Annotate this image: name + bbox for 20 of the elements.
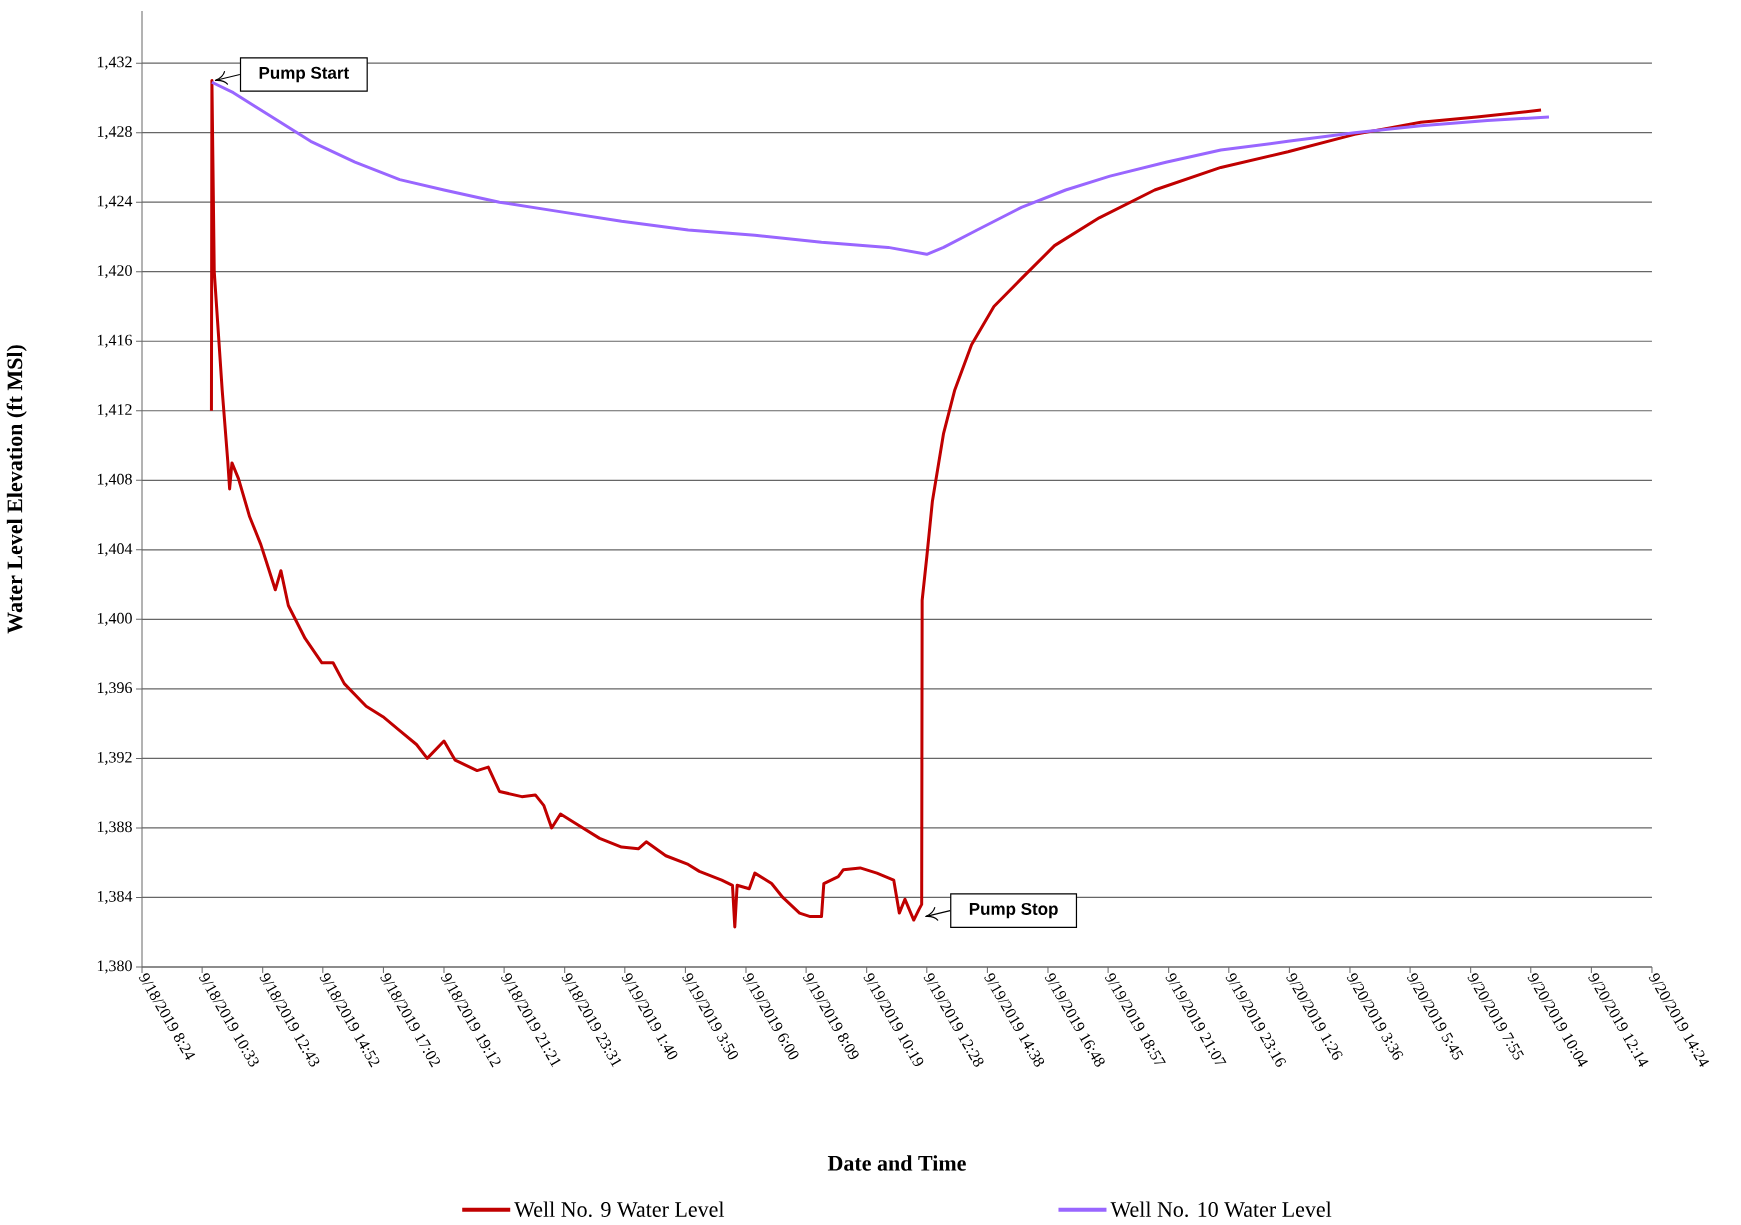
y-tick-label: 1,420 (97, 265, 132, 279)
y-tick-label: 1,432 (97, 56, 132, 70)
y-tick-label: 1,404 (97, 543, 133, 557)
y-tick-label: 1,380 (97, 960, 132, 974)
y-tick-label: 1,396 (97, 682, 133, 696)
y-tick-label: 1,428 (97, 126, 132, 140)
y-tick-label: 1,400 (97, 612, 132, 626)
annotation: Pump Stop (969, 902, 1058, 919)
legend-label: Well No. 10 Water Level (1110, 1201, 1332, 1218)
x-axis-title: Date and Time (827, 1155, 966, 1171)
y-tick-label: 1,408 (97, 473, 132, 487)
y-tick-label: 1,388 (97, 821, 132, 835)
legend-label: Well No. 9 Water Level (514, 1201, 725, 1218)
y-tick-label: 1,416 (97, 334, 133, 348)
y-tick-label: 1,392 (97, 751, 132, 765)
y-tick-label: 1,384 (97, 890, 133, 905)
annotation: Pump Start (259, 66, 349, 83)
y-tick-label: 1,424 (97, 195, 133, 209)
y-tick-label: 1,412 (97, 404, 132, 418)
y-axis-title: Water Level Elevation (ft MSl) (6, 345, 27, 634)
